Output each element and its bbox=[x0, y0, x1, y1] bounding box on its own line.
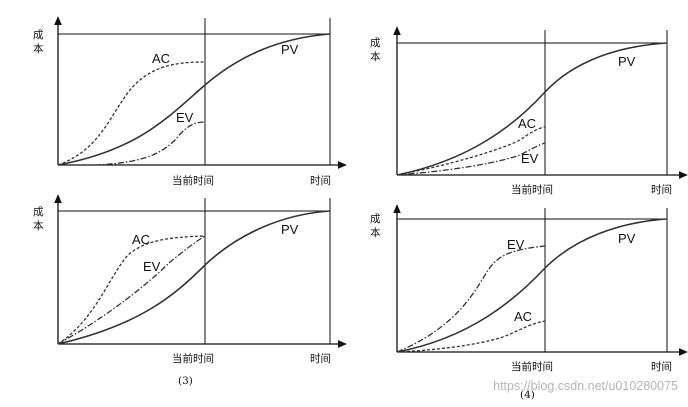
pv-label: PV bbox=[281, 222, 299, 237]
ac-curve bbox=[57, 235, 206, 345]
ev-label: EV bbox=[143, 259, 161, 274]
ev-label: EV bbox=[521, 151, 539, 166]
y-axis-label-2: 本 bbox=[33, 42, 44, 55]
panel-bottom-left: PV AC EV 成 本 当前时间 时间 (3) bbox=[33, 194, 347, 387]
ev-curve bbox=[396, 245, 546, 353]
ac-curve bbox=[57, 61, 206, 166]
panel-bottom-right: PV EV AC 成 本 当前时间 时间 (4) bbox=[370, 204, 688, 401]
ev-label: EV bbox=[507, 237, 525, 252]
panel-number: (4) bbox=[520, 389, 535, 401]
x-current-label: 当前时间 bbox=[511, 183, 553, 196]
watermark: https://blog.csdn.net/u010280075 bbox=[493, 379, 678, 393]
pv-label: PV bbox=[618, 231, 636, 246]
y-axis-label-1: 成 bbox=[33, 29, 44, 41]
x-current-label: 当前时间 bbox=[172, 174, 214, 187]
ac-label: AC bbox=[152, 51, 170, 66]
ac-label: AC bbox=[518, 116, 536, 131]
panel-top-left: PV AC EV 成 本 当前时间 时间 bbox=[33, 16, 347, 187]
y-axis-label-2: 本 bbox=[370, 226, 381, 239]
y-axis-label-2: 本 bbox=[33, 219, 44, 232]
pv-curve bbox=[396, 218, 668, 353]
panel-number: (3) bbox=[178, 375, 193, 387]
x-end-label: 时间 bbox=[651, 360, 672, 373]
ac-curve bbox=[396, 320, 546, 353]
ev-curve bbox=[396, 142, 546, 176]
x-current-label: 当前时间 bbox=[172, 352, 214, 365]
ev-curve bbox=[94, 121, 206, 166]
ev-curve bbox=[57, 235, 206, 345]
x-end-label: 时间 bbox=[651, 183, 672, 196]
pv-label: PV bbox=[281, 42, 299, 57]
pv-label: PV bbox=[618, 54, 636, 69]
ac-label: AC bbox=[514, 309, 532, 324]
y-axis-label-1: 成 bbox=[33, 206, 44, 218]
pv-curve bbox=[396, 42, 668, 176]
ac-curve bbox=[396, 126, 546, 176]
pv-curve bbox=[57, 33, 331, 166]
x-end-label: 时间 bbox=[310, 174, 331, 187]
y-axis-label-2: 本 bbox=[370, 50, 381, 63]
x-end-label: 时间 bbox=[310, 352, 331, 365]
y-axis-label-1: 成 bbox=[370, 213, 381, 225]
y-axis-label-1: 成 bbox=[370, 37, 381, 49]
pv-curve bbox=[57, 210, 331, 345]
ac-label: AC bbox=[132, 232, 150, 247]
panel-top-right: PV AC EV 成 本 当前时间 时间 bbox=[370, 26, 688, 196]
ev-label: EV bbox=[176, 110, 194, 125]
x-current-label: 当前时间 bbox=[511, 360, 553, 373]
